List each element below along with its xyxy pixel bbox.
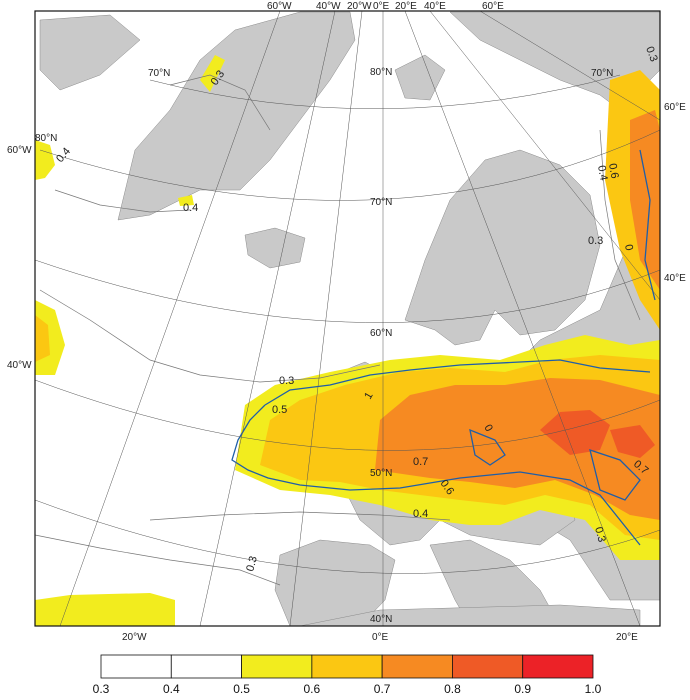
contour-label-05: 0.5 (272, 404, 287, 416)
band-0.8-0.9-east (610, 425, 655, 458)
colorbar-segment (522, 654, 594, 679)
colorbar-tick-label: 0.7 (374, 682, 391, 696)
label-top-40w: 40°W (316, 1, 341, 12)
colorbar-segment (170, 654, 242, 679)
label-lat-40n: 40°N (370, 614, 392, 625)
label-top-0e: 0°E (373, 1, 390, 12)
meridian-60w (59, 10, 281, 627)
label-bottom-0e: 0°E (372, 632, 389, 643)
label-bottom-20e: 20°E (616, 632, 638, 643)
contour-russia (599, 129, 641, 321)
label-lat-80n-corner: 80°N (35, 133, 57, 144)
colorbar-segment (381, 654, 453, 679)
colorbar-segment (452, 654, 524, 679)
meridian-40w (199, 10, 336, 627)
land-canada-arctic (39, 14, 141, 91)
band-0.6-west-atlantic (35, 315, 50, 362)
colorbar-tick-label: 0.3 (93, 682, 110, 696)
label-top-20w: 20°W (347, 1, 372, 12)
meridian-40e (429, 10, 661, 301)
contour-0.4-atlantic (149, 511, 451, 521)
parallel-60n (34, 259, 661, 323)
contour-label-greenland-04: 0.4 (183, 202, 198, 214)
contour-0.3-atlantic (39, 289, 381, 383)
contour-label-balkan-03: 0.3 (592, 526, 608, 544)
label-left-40w: 40°W (7, 360, 32, 371)
contour-label-07: 0.7 (413, 456, 428, 468)
contour-label-russia-06: 0.6 (606, 162, 620, 179)
label-top-60w: 60°W (267, 1, 292, 12)
blue-boundary (231, 149, 656, 546)
land-iceland (244, 227, 306, 269)
label-top-60e: 60°E (482, 1, 504, 12)
blue-boundary-loop (231, 404, 641, 546)
label-top-40e: 40°E (424, 1, 446, 12)
contour-0.4-greenland (54, 189, 191, 213)
colorbar-tick-label: 0.5 (233, 682, 250, 696)
parallel-80n (149, 74, 621, 109)
meridian-60e (479, 10, 661, 121)
contour-label-europe-0: 0 (481, 423, 494, 434)
contour-label-russia-03: 0.3 (588, 235, 603, 247)
band-0.7-0.8-russia (630, 110, 660, 290)
label-lat-70n-east: 70°N (591, 68, 613, 79)
contour-label-atlantic-03: 0.3 (279, 375, 294, 387)
land-greenland (117, 11, 356, 221)
label-lat-60n: 60°N (370, 328, 392, 339)
colorbar-tick-label: 0.4 (163, 682, 180, 696)
colorbar-segment (100, 654, 172, 679)
colorbar-segment (241, 654, 313, 679)
contour-label-ne-03: 0.3 (643, 45, 660, 63)
parallel-40n (34, 499, 661, 574)
land-iberia (274, 539, 396, 627)
band-0.8-0.9 (540, 410, 610, 455)
blue-boundary-inner-2 (589, 449, 641, 501)
contour-label-russia-04: 0.4 (595, 164, 609, 181)
contour-label-south-03: 0.3 (244, 555, 260, 573)
colorbar: 0.3 0.4 0.5 0.6 0.7 0.8 0.9 1.0 (93, 654, 602, 696)
map-frame (34, 10, 661, 627)
label-lat-70n: 70°N (370, 197, 392, 208)
contour-0.3-greenland (169, 74, 271, 131)
label-lat-50n: 50°N (370, 468, 392, 479)
label-left-60w: 60°W (7, 145, 32, 156)
land-svalbard (394, 54, 446, 101)
blue-boundary-west (264, 359, 651, 406)
blue-boundary-inner (469, 428, 506, 466)
band-0.5-greenland-south (178, 195, 194, 206)
colorbar-tick-label: 0.8 (444, 682, 461, 696)
parallel-50n (34, 379, 661, 451)
band-0.5-southwest (35, 593, 175, 626)
colorbar-tick-label: 0.9 (514, 682, 531, 696)
graticule (34, 10, 661, 627)
contour-0.3-south (34, 534, 281, 586)
label-right-40e: 40°E (664, 273, 686, 284)
colorbar-tick-label: 1.0 (585, 682, 602, 696)
contour-lines (34, 74, 641, 586)
label-lat-80n: 80°N (370, 67, 392, 78)
colorbar-segment (311, 654, 383, 679)
meridian-20w (289, 10, 363, 627)
band-0.5-greenland-east (200, 55, 225, 92)
colorbar-tick-label: 0.6 (304, 682, 321, 696)
contour-labels: 0.3 0.3 0.4 0.4 0.3 0.5 0.7 0.6 0.4 0.3 … (54, 45, 660, 573)
contour-label-south-04: 0.4 (413, 508, 428, 520)
label-right-60e: 60°E (664, 102, 686, 113)
parallel-70n (39, 129, 661, 201)
label-top-20e: 20°E (395, 1, 417, 12)
contour-label-russia-0: 0 (622, 243, 635, 251)
blue-boundary-east (639, 149, 656, 301)
land-scandinavia (404, 149, 601, 346)
contour-label-uk-1: 1 (362, 390, 375, 401)
meridian-20e (404, 10, 641, 627)
label-lat-70n-west: 70°N (148, 68, 170, 79)
label-bottom-20w: 20°W (122, 632, 147, 643)
graticule-labels: 60°W 40°W 20°W 0°E 20°E 40°E 60°E 20°W 0… (7, 1, 686, 643)
